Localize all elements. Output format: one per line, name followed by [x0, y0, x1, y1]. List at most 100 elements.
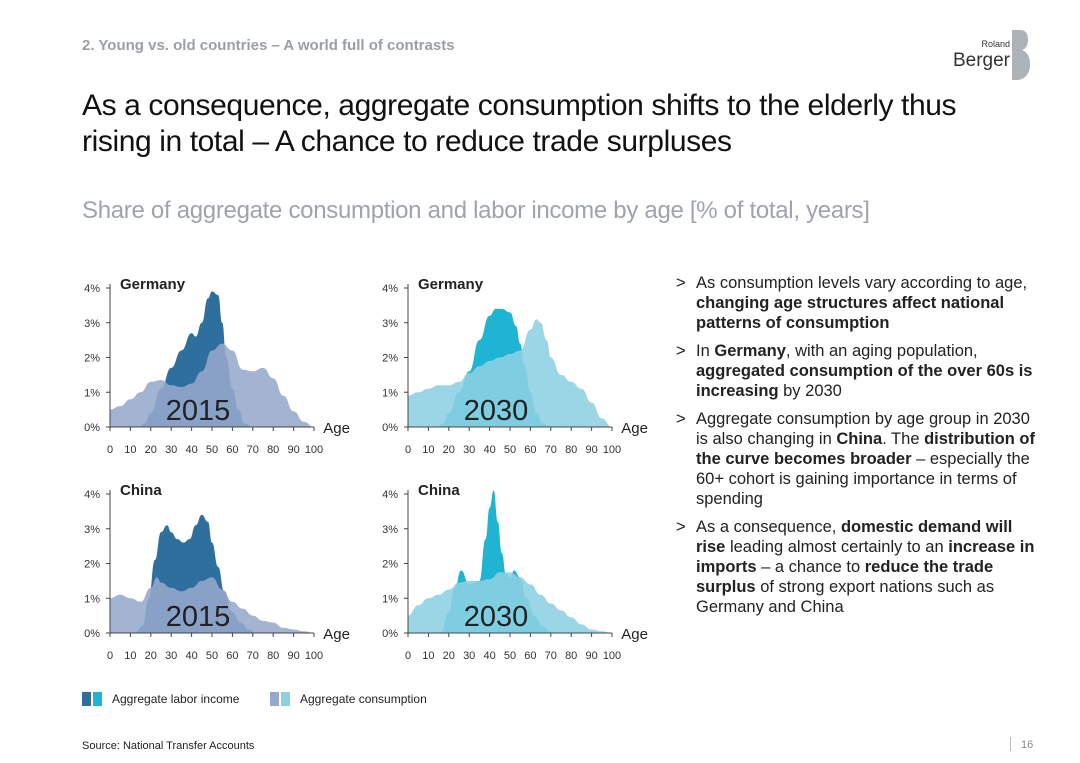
bullet-text: – especially the 60+ cohort is gaining i… — [696, 450, 1030, 508]
logo-line2: Berger — [953, 50, 1011, 71]
chart-china-2015: 0% 1% 2% 3% 4% 0 10 20 30 40 50 60 70 80 90 100 China Age… — [84, 482, 350, 662]
y-tick-label: 0% — [84, 422, 100, 434]
x-tick-label: 60 — [226, 650, 238, 662]
x-tick-label: 20 — [145, 444, 157, 456]
x-axis-label: Age — [621, 626, 648, 643]
bullet-emphasis: increase in imports — [696, 538, 1035, 576]
section-label: 2. Young vs. old countries – A world ful… — [82, 37, 455, 54]
bullet-text: by 2030 — [778, 382, 842, 400]
x-tick-label: 100 — [603, 444, 621, 456]
bullet-list: > As consumption levels vary according to… — [676, 273, 1036, 625]
y-tick-label: 0% — [382, 628, 398, 640]
chart-germany-2030: 0%1%2%3%4%0 10 20 30 40 50 60 70 80 90 100GermanyA… — [382, 276, 648, 456]
y-tick-label: 4% — [84, 489, 100, 501]
x-tick-label: 80 — [565, 444, 577, 456]
area-consumption — [408, 319, 612, 427]
x-tick-label: 10 — [422, 650, 434, 662]
year-label: 2030 — [464, 601, 529, 633]
y-tick-label: 1% — [84, 387, 100, 399]
area-consumption — [110, 343, 314, 427]
logo-line1: Roland — [981, 39, 1010, 49]
x-tick-label: 10 — [422, 444, 434, 456]
bullet-emphasis: changing age structures affect national … — [696, 294, 1005, 332]
page-title: As a consequence, aggregate consumption … — [82, 89, 957, 158]
x-tick-label: 70 — [247, 444, 259, 456]
legend-swatch-consumption-2015 — [270, 692, 279, 706]
y-tick-label: 0% — [84, 628, 100, 640]
x-tick-label: 40 — [185, 444, 197, 456]
y-tick-label: 4% — [382, 283, 398, 295]
x-tick-label: 100 — [603, 650, 621, 662]
bullet-text: leading almost certainly to an — [725, 538, 949, 556]
x-tick-label: 100 — [305, 444, 323, 456]
x-tick-label: 30 — [165, 650, 177, 662]
x-tick-label: 40 — [185, 650, 197, 662]
page-subtitle: Share of aggregate consumption and labor… — [82, 197, 870, 224]
legend-labor: Aggregate labor income — [82, 692, 239, 706]
bullet-item: > As consumption levels vary according to… — [676, 273, 1036, 333]
year-label: 2015 — [166, 395, 231, 427]
chart-germany-2015: 0% 1% 2% 3% 4% 0 10 20 30 40 50 60 70 80 90 100 Germany A… — [84, 276, 350, 456]
source-note: Source: National Transfer Accounts — [82, 740, 255, 752]
x-tick-label: 0 — [405, 650, 411, 662]
x-axis-label: Age — [621, 420, 648, 437]
x-tick-label: 20 — [443, 444, 455, 456]
chart-title: China — [120, 482, 162, 499]
bullet-item: > In Germany, with an aging population, a… — [676, 341, 1036, 401]
y-tick-label: 1% — [84, 593, 100, 605]
x-tick-label: 90 — [585, 444, 597, 456]
bullet-emphasis: reduce the trade surplus — [696, 558, 994, 596]
bullet-text: In — [696, 342, 715, 360]
legend-label-consumption: Aggregate consumption — [300, 692, 427, 706]
x-tick-label: 50 — [504, 444, 516, 456]
y-tick-label: 4% — [84, 283, 100, 295]
x-axis-label: Age — [323, 420, 350, 437]
legend-label-labor: Aggregate labor income — [112, 692, 240, 706]
bullet-marker: > — [676, 274, 686, 292]
x-tick-label: 50 — [206, 650, 218, 662]
y-tick-label: 2% — [382, 559, 398, 571]
x-axis-label: Age — [323, 626, 350, 643]
y-tick-label: 4% — [382, 489, 398, 501]
y-tick-label: 3% — [382, 524, 398, 536]
x-tick-label: 80 — [565, 650, 577, 662]
bullet-emphasis: Germany — [714, 342, 786, 360]
x-tick-label: 70 — [545, 444, 557, 456]
bullet-marker: > — [676, 410, 686, 428]
y-tick-label: 0% — [382, 422, 398, 434]
bullet-text: Aggregate consumption by age group in 20… — [696, 410, 1030, 448]
legend-swatch-labor-2015 — [82, 692, 91, 706]
chart-title: China — [418, 482, 460, 499]
chart-china-2030: 0%1%2%3%4%0 10 20 30 40 50 60 70 80 90 100ChinaAge… — [382, 482, 648, 662]
x-tick-label: 20 — [145, 650, 157, 662]
chart-title: Germany — [120, 276, 186, 293]
area-consumption — [408, 572, 612, 633]
x-tick-label: 80 — [267, 650, 279, 662]
legend-swatch-labor-2030 — [93, 692, 102, 706]
bullet-text: . The — [882, 430, 925, 448]
x-tick-label: 70 — [545, 650, 557, 662]
x-tick-label: 70 — [247, 650, 259, 662]
x-tick-label: 0 — [107, 650, 113, 662]
legend-consumption: Aggregate consumption — [270, 692, 427, 706]
page-divider — [1010, 737, 1011, 751]
x-tick-label: 90 — [287, 444, 299, 456]
x-tick-label: 10 — [124, 650, 136, 662]
x-tick-label: 0 — [107, 444, 113, 456]
x-tick-label: 40 — [483, 444, 495, 456]
y-tick-label: 3% — [84, 318, 100, 330]
x-tick-label: 30 — [463, 650, 475, 662]
bullet-emphasis: aggregated consumption of the over 60s i… — [696, 362, 1033, 400]
bullet-item: > As a consequence, domestic demand will … — [676, 517, 1036, 617]
bullet-item: > Aggregate consumption by age group in 2… — [676, 409, 1036, 509]
y-tick-label: 3% — [382, 318, 398, 330]
bullet-text: As consumption levels vary according to … — [696, 274, 1028, 292]
logo-b-mark — [1012, 30, 1030, 80]
x-tick-label: 10 — [124, 444, 136, 456]
x-tick-label: 50 — [206, 444, 218, 456]
y-tick-label: 2% — [84, 559, 100, 571]
x-tick-label: 30 — [165, 444, 177, 456]
x-tick-label: 90 — [585, 650, 597, 662]
bullet-text: of strong export nations such as Germany… — [696, 578, 995, 616]
y-tick-label: 3% — [84, 524, 100, 536]
